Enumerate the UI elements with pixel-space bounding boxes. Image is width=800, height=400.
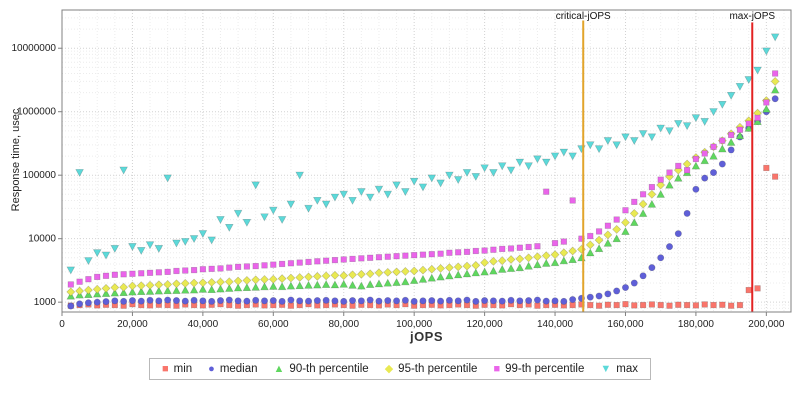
legend-item-min: ■ min xyxy=(162,363,192,375)
90-th-percentile-marker-icon: ▲ xyxy=(273,362,285,375)
vline-label-max-jops: max-jOPS xyxy=(729,11,775,22)
legend-item-median: ● median xyxy=(208,363,257,375)
legend-item-99-th-percentile: ■ 99-th percentile xyxy=(493,363,584,375)
axis-ticks: 0 20,000 40,000 60,000 80,000 100,000 120,000 1… xyxy=(12,43,785,330)
svg-text:120,000: 120,000 xyxy=(467,319,504,330)
legend-item-label: min xyxy=(173,363,193,375)
series-99-th-percentile xyxy=(67,70,779,288)
svg-text:160,000: 160,000 xyxy=(607,319,644,330)
min-marker-icon: ■ xyxy=(161,362,169,375)
svg-text:20,000: 20,000 xyxy=(117,319,148,330)
plot-border xyxy=(61,9,792,313)
legend-item-max: ▼ max xyxy=(600,363,638,375)
series-max xyxy=(66,33,780,275)
99-th-percentile-marker-icon: ■ xyxy=(493,362,501,375)
svg-text:100000: 100000 xyxy=(23,170,57,181)
max-marker-icon: ▼ xyxy=(600,362,612,375)
svg-text:60,000: 60,000 xyxy=(258,319,289,330)
vline-label-critical-jops: critical-jOPS xyxy=(556,11,611,22)
svg-text:0: 0 xyxy=(59,319,65,330)
svg-text:80,000: 80,000 xyxy=(328,319,359,330)
svg-text:200,000: 200,000 xyxy=(748,319,785,330)
95-th-percentile-marker-icon: ◆ xyxy=(384,362,394,375)
svg-text:100,000: 100,000 xyxy=(396,319,433,330)
svg-text:1000000: 1000000 xyxy=(17,107,56,118)
legend-item-label: 90-th percentile xyxy=(289,363,369,375)
legend-item-90-th-percentile: ▲ 90-th percentile xyxy=(274,363,369,375)
legend-item-label: max xyxy=(616,363,639,375)
legend-row: ■ min ● median ▲ 90-th percentile ◆ 95-th perce… xyxy=(0,358,800,380)
legend-item-label: median xyxy=(219,363,258,375)
svg-text:10000000: 10000000 xyxy=(12,43,57,54)
svg-text:140,000: 140,000 xyxy=(537,319,574,330)
legend-item-95-th-percentile: ◆ 95-th percentile xyxy=(385,363,478,375)
y-axis-label: Response time, usec xyxy=(10,108,22,212)
legend-item-label: 99-th percentile xyxy=(505,363,585,375)
svg-text:180,000: 180,000 xyxy=(678,319,715,330)
series-95-th-percentile xyxy=(66,76,780,297)
legend: ■ min ● median ▲ 90-th percentile ◆ 95-th perce… xyxy=(148,358,652,380)
svg-text:40,000: 40,000 xyxy=(188,319,219,330)
median-marker-icon: ● xyxy=(208,362,215,375)
plot-svg: critical-jOPS max-jOPS 0 20,000 40,000 60,000… xyxy=(12,9,792,330)
svg-text:10000: 10000 xyxy=(28,234,56,245)
grid xyxy=(62,10,791,312)
series-median xyxy=(67,95,779,310)
x-axis-label: jOPS xyxy=(409,329,444,344)
svg-text:1000: 1000 xyxy=(34,297,57,308)
legend-item-label: 95-th percentile xyxy=(398,363,478,375)
